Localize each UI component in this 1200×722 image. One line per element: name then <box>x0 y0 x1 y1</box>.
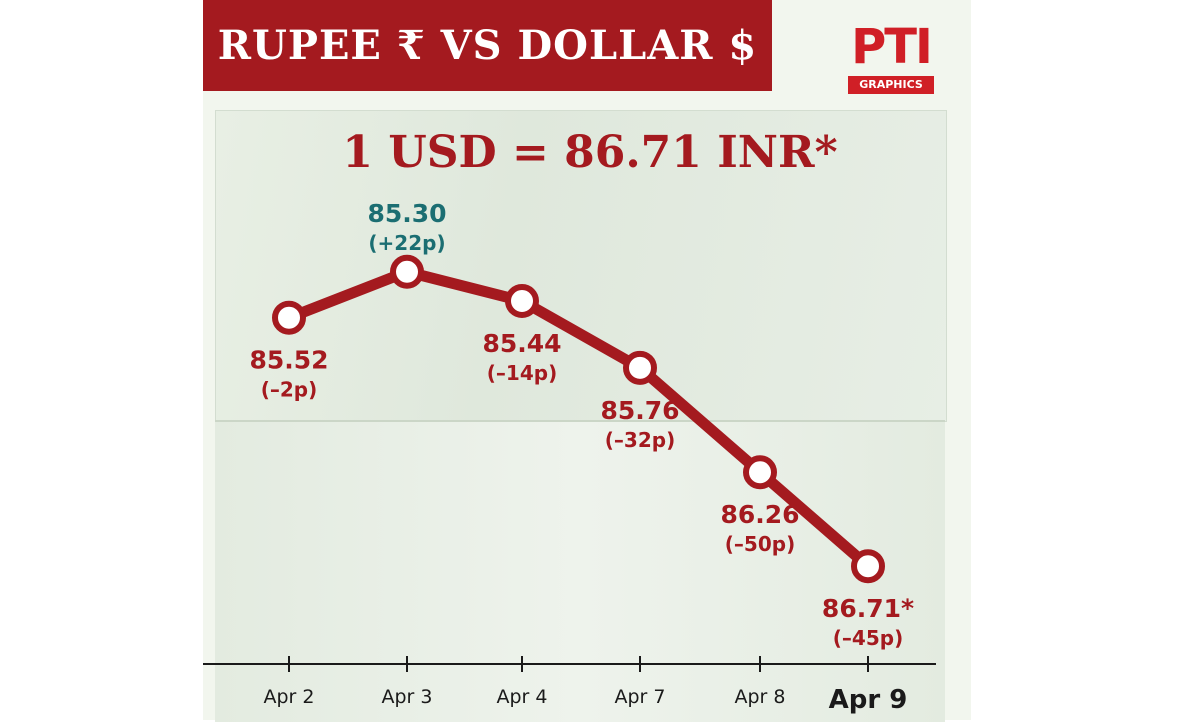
logo-mark: PTI <box>851 19 933 75</box>
data-point <box>743 455 777 490</box>
data-change-label: (–2p) <box>261 378 318 402</box>
exchange-rate-headline: 1 USD = 86.71 INR* <box>342 127 838 178</box>
data-change-label: (–14p) <box>487 361 557 385</box>
data-point <box>505 284 539 318</box>
data-value-label: 86.26 <box>720 500 799 529</box>
rupee-banknote-background <box>215 110 947 422</box>
title-banner: RUPEE ₹ VS DOLLAR $ <box>203 0 772 91</box>
data-change-label: (–45p) <box>833 626 903 650</box>
dollar-banknote-background <box>215 420 945 722</box>
pti-graphics-logo: PTI GRAPHICS <box>848 20 934 94</box>
data-point <box>390 254 424 289</box>
data-point <box>851 549 885 584</box>
data-value-label: 85.52 <box>249 346 328 375</box>
x-tick-label: Apr 4 <box>497 686 548 708</box>
x-tick-label: Apr 2 <box>264 686 315 708</box>
x-tick-label: Apr 3 <box>382 686 433 708</box>
data-point <box>272 300 306 335</box>
data-value-label: 85.30 <box>367 199 446 228</box>
x-tick-label: Apr 8 <box>735 686 786 708</box>
data-change-label: (+22p) <box>368 231 445 255</box>
data-value-label: 85.76 <box>600 396 679 425</box>
series-line <box>283 266 874 572</box>
data-change-label: (–32p) <box>605 428 675 452</box>
x-tick-label: Apr 9 <box>829 685 908 715</box>
x-tick-label: Apr 7 <box>615 686 666 708</box>
data-value-label: 86.71* <box>822 594 914 623</box>
data-change-label: (–50p) <box>725 532 795 556</box>
logo-subtitle: GRAPHICS <box>848 76 934 94</box>
data-point <box>623 350 657 385</box>
data-value-label: 85.44 <box>482 329 561 358</box>
